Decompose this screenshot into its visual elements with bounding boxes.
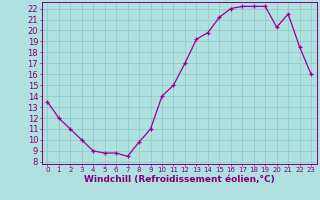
X-axis label: Windchill (Refroidissement éolien,°C): Windchill (Refroidissement éolien,°C)	[84, 175, 275, 184]
